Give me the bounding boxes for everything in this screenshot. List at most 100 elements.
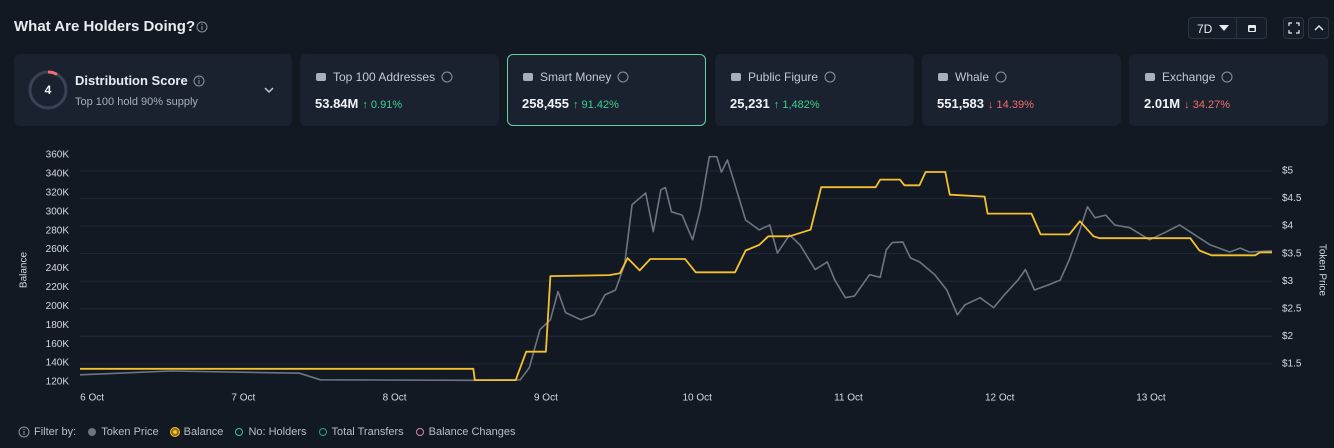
expand-button[interactable] [1283, 17, 1304, 39]
card-value: 551,583 ↓ 14.39% [937, 96, 1034, 111]
legend-dot [170, 428, 179, 436]
info-icon[interactable] [824, 71, 836, 83]
metric-card[interactable]: Top 100 Addresses 53.84M ↑ 0.91% [300, 54, 499, 126]
y-tick-label: 160K [46, 339, 70, 350]
metric-card[interactable]: Exchange 2.01M ↓ 34.27% [1129, 54, 1328, 126]
legend-label: Balance Changes [428, 426, 516, 438]
y2-tick-label: $3 [1282, 276, 1294, 287]
range-dropdown[interactable]: 7D [1188, 17, 1237, 39]
info-icon[interactable] [196, 21, 208, 33]
y-tick-label: 220K [46, 282, 70, 293]
range-label: 7D [1197, 22, 1213, 36]
card-value: 2.01M ↓ 34.27% [1144, 96, 1230, 111]
metric-card[interactable]: Smart Money 258,455 ↑ 91.42% [507, 54, 706, 126]
info-ring [824, 71, 836, 83]
chart: $1.5 $2 $2.5 $3 $3.5 $4 $4.5 $5 120K 140K 160K 180K… [19, 150, 1328, 404]
y-tick-label: 140K [46, 358, 70, 369]
legend-dot [415, 428, 424, 436]
legend-item[interactable]: Token Price [88, 426, 159, 438]
legend-dot [318, 428, 327, 436]
calendar-button[interactable] [1236, 17, 1267, 39]
card-change: ↓ 34.27% [1184, 99, 1231, 111]
card-value-text: 53.84M [315, 96, 359, 111]
y2-tick-label: $2.5 [1282, 303, 1302, 314]
x-tick-label: 9 Oct [534, 393, 558, 404]
info-ring [617, 71, 629, 83]
info-icon[interactable] [617, 71, 629, 83]
card-title: Public Figure [748, 70, 819, 84]
card-change: ↑ 1,482% [773, 99, 820, 111]
score-gauge: 4 [28, 70, 68, 110]
info-icon[interactable] [995, 71, 1007, 83]
card-icon [316, 73, 326, 81]
legend-label: Token Price [101, 426, 159, 438]
card-icon [1145, 73, 1155, 81]
distribution-subtitle: Top 100 hold 90% supply [75, 96, 198, 108]
y-tick-label: 300K [46, 206, 70, 217]
y-tick-label: 240K [46, 263, 70, 274]
legend-item[interactable]: Balance Changes [415, 426, 516, 438]
legend-item[interactable]: No: Holders [235, 426, 307, 438]
legend-dot [88, 428, 97, 436]
legend-item[interactable]: Balance [170, 426, 224, 438]
card-value: 25,231 ↑ 1,482% [730, 96, 820, 111]
x-tick-label: 8 Oct [383, 393, 407, 404]
card-value-text: 258,455 [522, 96, 569, 111]
chevron-down [264, 87, 274, 94]
card-icon [938, 73, 948, 81]
info-ring [1221, 71, 1233, 83]
y-tick-label: 180K [46, 320, 70, 331]
icon-shape [316, 73, 326, 81]
collapse-icon [1314, 25, 1324, 31]
x-tick-label: 7 Oct [231, 393, 255, 404]
card-value-text: 551,583 [937, 96, 984, 111]
y-tick-label: 340K [46, 169, 70, 180]
card-change: ↓ 14.39% [988, 99, 1034, 111]
icon-shape [938, 73, 948, 81]
score-value: 4 [45, 83, 52, 97]
card-title: Whale [955, 70, 990, 84]
metric-card[interactable]: Public Figure 25,231 ↑ 1,482% [715, 54, 914, 126]
collapse-button[interactable] [1308, 17, 1329, 39]
panel-title: What Are Holders Doing? [14, 18, 196, 35]
filter-label: Filter by: [34, 426, 77, 438]
y-axis-title: Balance [19, 251, 30, 288]
card-icon [731, 73, 741, 81]
info-icon[interactable] [1221, 71, 1233, 83]
card-change: ↑ 0.91% [362, 99, 403, 111]
x-tick-label: 11 Oct [834, 393, 863, 404]
card-icon [523, 73, 533, 81]
y-tick-label: 120K [46, 377, 70, 388]
x-tick-label: 10 Oct [682, 393, 712, 404]
legend-item[interactable]: Total Transfers [318, 426, 404, 438]
expand-icon [1288, 22, 1300, 34]
info-icon [18, 426, 30, 438]
icon-shape [1145, 73, 1155, 81]
y2-tick-label: $4.5 [1282, 193, 1302, 204]
distribution-title: Distribution Score [75, 73, 188, 88]
metric-card[interactable]: Whale 551,583 ↓ 14.39% [922, 54, 1121, 126]
legend: Filter by: Token Price Balance No: Holders… [18, 426, 528, 438]
distribution-card[interactable]: 4 Distribution Score Top 100 hold 90% su… [14, 54, 292, 126]
series-line [80, 171, 1272, 381]
legend-dot [235, 428, 244, 436]
x-tick-label: 12 Oct [985, 393, 1015, 404]
dropdown-caret [1219, 25, 1229, 31]
y2-tick-label: $3.5 [1282, 248, 1302, 259]
card-title: Top 100 Addresses [333, 70, 436, 84]
legend-label: No: Holders [248, 426, 307, 438]
card-change: ↑ 91.42% [573, 99, 619, 111]
legend-label: Balance [183, 426, 224, 438]
y-tick-label: 260K [46, 244, 70, 255]
y-tick-label: 360K [46, 150, 70, 161]
card-value: 258,455 ↑ 91.42% [522, 96, 619, 111]
icon-shape [523, 73, 533, 81]
card-value-text: 2.01M [1144, 96, 1181, 111]
info-icon[interactable] [193, 75, 205, 87]
info-icon[interactable] [441, 71, 453, 83]
y-tick-label: 280K [46, 225, 70, 236]
card-value: 53.84M ↑ 0.91% [315, 96, 402, 111]
y2-tick-label: $4 [1282, 221, 1294, 232]
y2-axis-title: Token Price [1316, 244, 1327, 297]
